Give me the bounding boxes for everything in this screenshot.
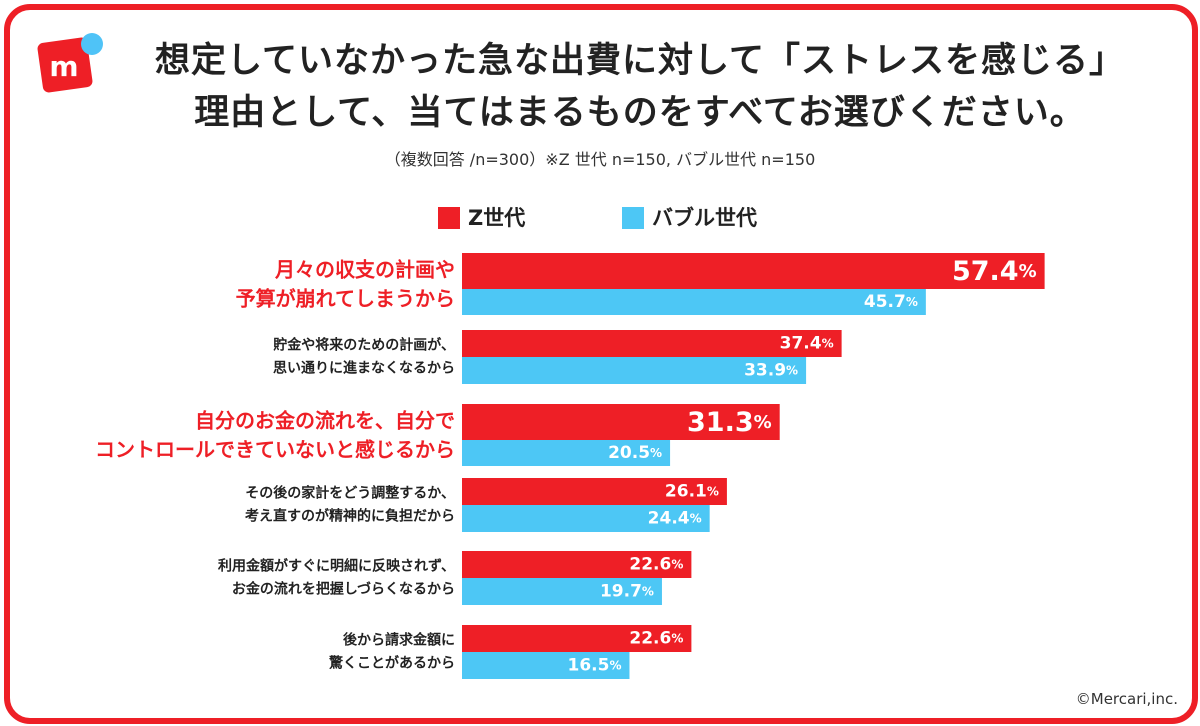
legend-label-z: Z世代 <box>468 206 526 230</box>
bar-z-6 <box>462 625 692 652</box>
chart-title-line-1: 想定していなかった急な出費に対して「ストレスを感じる」 <box>155 41 1125 81</box>
category-label-2-line-1: 貯金や将来のための計画が、 <box>273 337 455 354</box>
category-label-3-line-1: 自分のお金の流れを、自分で <box>195 409 455 433</box>
bar-z-5 <box>462 551 692 578</box>
logo-dot <box>81 33 103 55</box>
value-label-bubble-1: 45.7% <box>864 292 918 312</box>
category-label-3-line-2: コントロールできていないと感じるから <box>95 438 455 462</box>
category-label-1-line-1: 月々の収支の計画や <box>274 258 455 282</box>
category-label-5-line-1: 利用金額がすぐに明細に反映されず、 <box>218 558 455 575</box>
category-label-2-line-2: 思い通りに進まなくなるから <box>273 361 455 377</box>
category-label-6-line-2: 驚くことがあるから <box>328 655 455 672</box>
bar-bubble-3 <box>462 440 671 466</box>
copyright: ©Mercari,inc. <box>1075 690 1178 708</box>
chart-title-line-2: 理由として、当てはまるものをすべてお選びください。 <box>194 93 1086 133</box>
bar-bubble-5 <box>462 578 662 605</box>
bar-bubble-6 <box>462 652 630 679</box>
bar-z-1 <box>462 253 1045 289</box>
value-label-z-1: 57.4% <box>952 256 1037 287</box>
chart-subtitle: （複数回答 /n=300）※Z 世代 n=150, バブル世代 n=150 <box>384 150 816 169</box>
legend-label-bubble: バブル世代 <box>652 206 757 230</box>
bar-bubble-2 <box>462 357 807 384</box>
value-label-bubble-3: 20.5% <box>608 443 662 463</box>
legend-swatch-bubble <box>622 207 644 229</box>
bar-bubble-4 <box>462 505 710 532</box>
bar-z-3 <box>462 404 780 440</box>
category-label-4-line-2: 考え直すのが精神的に負担だから <box>245 508 455 525</box>
value-label-z-3: 31.3% <box>687 407 772 438</box>
logo-letter: m <box>49 50 78 83</box>
value-label-bubble-4: 24.4% <box>648 509 702 529</box>
value-label-z-5: 22.6% <box>629 555 683 575</box>
bar-bubble-1 <box>462 289 926 315</box>
value-label-bubble-6: 16.5% <box>567 656 621 676</box>
bar-z-2 <box>462 330 842 357</box>
category-label-6-line-1: 後から請求金額に <box>343 632 455 649</box>
category-label-5-line-2: お金の流れを把握しづらくなるから <box>232 581 455 598</box>
category-label-1-line-2: 予算が崩れてしまうから <box>236 287 455 311</box>
mercari-logo-icon: m <box>37 33 103 93</box>
legend-swatch-z <box>438 207 460 229</box>
bar-z-4 <box>462 478 727 505</box>
logo-box <box>37 37 93 93</box>
value-label-bubble-2: 33.9% <box>744 361 798 381</box>
value-label-bubble-5: 19.7% <box>600 582 654 602</box>
category-label-4-line-1: その後の家計をどう調整するか、 <box>245 485 455 502</box>
value-label-z-4: 26.1% <box>665 482 719 502</box>
value-label-z-2: 37.4% <box>780 334 834 354</box>
value-label-z-6: 22.6% <box>629 629 683 649</box>
